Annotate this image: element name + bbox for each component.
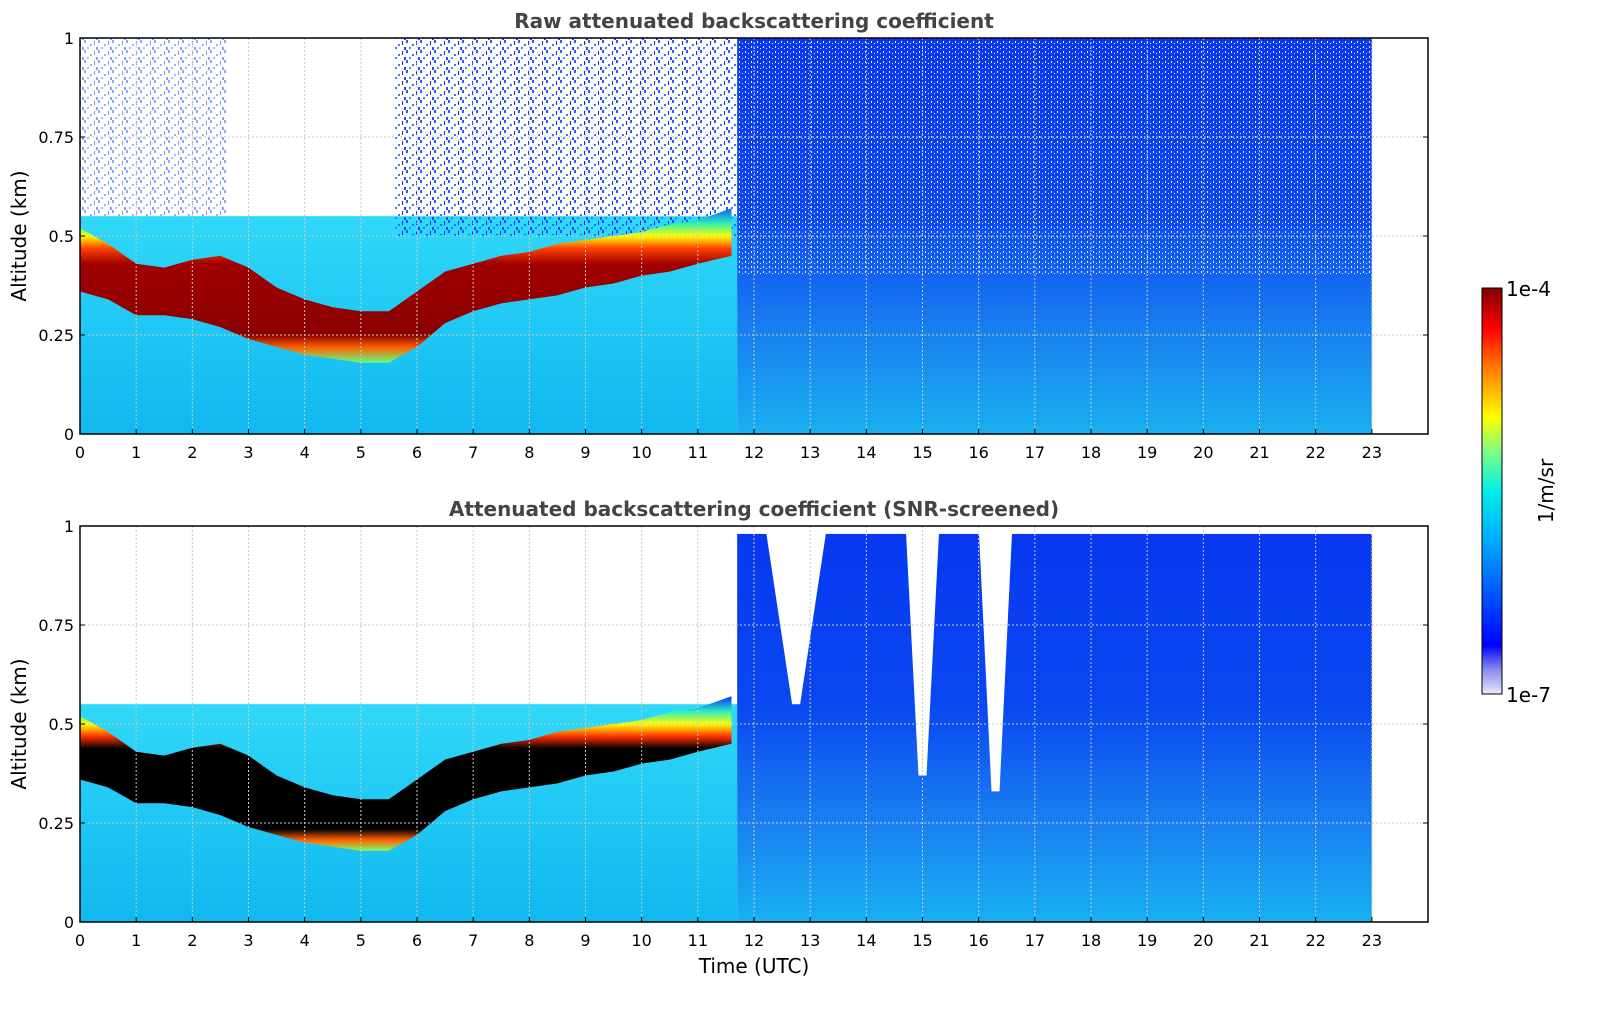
aerosol-layer	[80, 208, 732, 363]
colorbar-unit-label: 1/m/sr	[1534, 458, 1558, 523]
x-tick-label: 19	[1137, 443, 1157, 462]
x-tick-label: 18	[1081, 931, 1101, 950]
x-tick-label: 9	[580, 931, 590, 950]
aerosol-layer	[80, 696, 732, 851]
x-tick-label: 14	[856, 931, 876, 950]
x-tick-label: 20	[1193, 443, 1213, 462]
y-tick-label: 0.25	[38, 326, 74, 345]
screened-gap	[978, 526, 1013, 792]
x-tick-label: 19	[1137, 931, 1157, 950]
y-axis-label: Altitude (km)	[7, 170, 31, 301]
x-tick-label: 7	[468, 443, 478, 462]
y-tick-label: 0.75	[38, 616, 74, 635]
x-tick-label: 1	[131, 931, 141, 950]
noise-region	[80, 38, 227, 217]
x-tick-label: 18	[1081, 443, 1101, 462]
x-tick-label: 7	[468, 931, 478, 950]
x-tick-label: 22	[1305, 931, 1325, 950]
y-tick-label: 0	[64, 913, 74, 932]
x-tick-label: 15	[912, 931, 932, 950]
x-tick-label: 6	[412, 443, 422, 462]
y-tick-label: 1	[64, 517, 74, 536]
y-tick-label: 1	[64, 29, 74, 48]
x-axis-label: Time (UTC)	[698, 954, 810, 978]
noise-speckle	[737, 38, 1372, 276]
x-tick-label: 17	[1025, 443, 1045, 462]
x-tick-label: 12	[744, 931, 764, 950]
x-tick-label: 12	[744, 443, 764, 462]
screened-gap	[765, 526, 828, 705]
x-tick-label: 21	[1249, 443, 1269, 462]
x-tick-label: 22	[1305, 443, 1325, 462]
heatmap-field	[80, 526, 1372, 922]
x-tick-label: 9	[580, 443, 590, 462]
x-tick-label: 8	[524, 443, 534, 462]
panel-2: 0 1 2 3 4 5 6 7 8 9 10 11 12 13 14 15 16 17 18 19 20 21 22 2300…	[7, 497, 1429, 978]
grid	[79, 37, 1428, 435]
colorbar-min-label: 1e-7	[1506, 683, 1551, 707]
y-tick-label: 0.25	[38, 814, 74, 833]
x-tick-label: 21	[1249, 931, 1269, 950]
chart-title: Attenuated backscattering coefficient (S…	[449, 497, 1059, 521]
colorbar-gradient	[1481, 287, 1503, 695]
x-tick-label: 20	[1193, 931, 1213, 950]
x-tick-label: 11	[688, 931, 708, 950]
y-tick-label: 0.75	[38, 128, 74, 147]
colorbar: 1e-4 1e-7 1/m/sr	[1481, 277, 1558, 707]
x-tick-label: 23	[1362, 443, 1382, 462]
y-tick-label: 0	[64, 425, 74, 444]
x-tick-label: 8	[524, 931, 534, 950]
colorbar-max-label: 1e-4	[1506, 277, 1551, 301]
heatmap-field	[80, 38, 1372, 434]
x-tick-label: 4	[300, 931, 310, 950]
x-tick-label: 13	[800, 443, 820, 462]
x-tick-label: 10	[631, 443, 651, 462]
x-tick-label: 5	[356, 443, 366, 462]
x-tick-label: 14	[856, 443, 876, 462]
night-field	[737, 533, 1372, 922]
x-tick-label: 1	[131, 443, 141, 462]
x-tick-label: 2	[187, 931, 197, 950]
x-tick-label: 6	[412, 931, 422, 950]
x-tick-label: 4	[300, 443, 310, 462]
x-tick-label: 2	[187, 443, 197, 462]
x-tick-label: 13	[800, 931, 820, 950]
x-tick-label: 5	[356, 931, 366, 950]
panel-1: 0 1 2 3 4 5 6 7 8 9 10 11 12 13 14 15 16 17 18 19 20 21 22 2300…	[7, 9, 1429, 462]
x-tick-label: 15	[912, 443, 932, 462]
x-tick-label: 17	[1025, 931, 1045, 950]
x-tick-label: 11	[688, 443, 708, 462]
x-tick-label: 3	[243, 931, 253, 950]
x-tick-label: 23	[1362, 931, 1382, 950]
chart-title: Raw attenuated backscattering coefficien…	[514, 9, 994, 33]
x-tick-label: 10	[631, 931, 651, 950]
y-tick-label: 0.5	[49, 715, 74, 734]
x-tick-label: 16	[968, 931, 988, 950]
x-tick-label: 16	[968, 443, 988, 462]
y-axis-label: Altitude (km)	[7, 658, 31, 789]
y-tick-label: 0.5	[49, 227, 74, 246]
x-tick-label: 0	[75, 443, 85, 462]
x-tick-label: 0	[75, 931, 85, 950]
x-tick-label: 3	[243, 443, 253, 462]
